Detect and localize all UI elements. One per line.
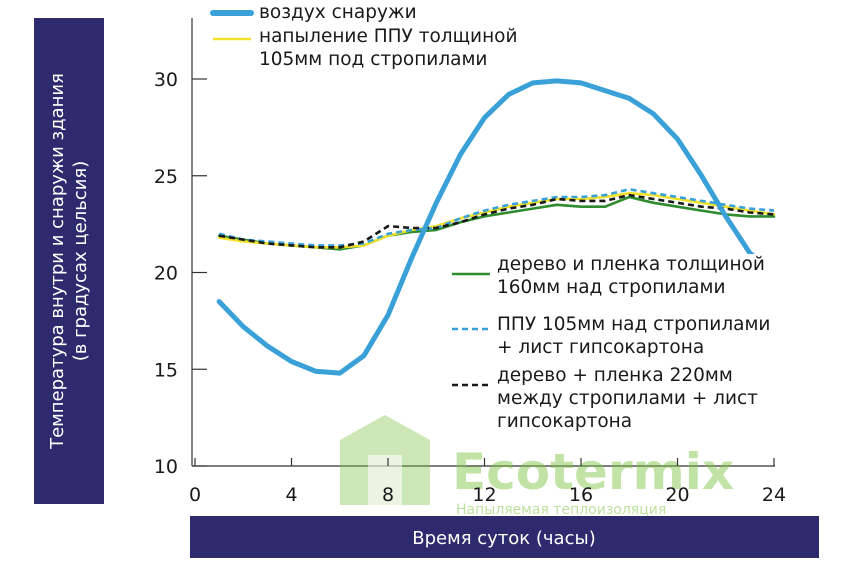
legend-label-ppu-under: 105мм под стропилами	[259, 49, 487, 70]
x-tick-label: 0	[189, 484, 201, 506]
legend-label-ppu-over: + лист гипсокартона	[497, 337, 704, 358]
watermark-tagline: Напыляемая теплоизоляция	[456, 502, 666, 518]
series-line-3	[218, 188, 775, 247]
ecotermix-watermark: Ecotermix Напыляемая теплоизоляция	[340, 415, 734, 518]
legend-label-wood-220: дерево + пленка 220мм	[497, 365, 733, 386]
y-axis-title-line1: Температура внутри и снаружи здания	[47, 73, 68, 450]
legend-label-wood-160: 160мм над стропилами	[497, 277, 725, 298]
y-tick-label: 15	[154, 359, 178, 381]
x-axis-title: Время суток (часы)	[412, 528, 595, 549]
legend-label-wood-220: между стропилами + лист	[497, 388, 758, 409]
legend-label-ppu-over: ППУ 105мм над стропилами	[497, 314, 770, 335]
series-line-4	[218, 193, 775, 249]
y-tick-label: 20	[154, 263, 178, 285]
legend-label-wood-220: гипсокартона	[497, 411, 632, 432]
x-axis-label-panel	[190, 516, 819, 558]
x-tick-label: 8	[382, 484, 394, 506]
y-axis-label-panel	[34, 18, 104, 504]
x-tick-label: 24	[762, 484, 786, 506]
watermark-brand: Ecotermix	[452, 443, 734, 501]
legend-top-background	[206, 0, 578, 74]
y-tick-label: 25	[154, 166, 178, 188]
legend-label-outside-air: воздух снаружи	[259, 2, 417, 23]
series-line-0	[216, 78, 777, 376]
x-tick-label: 12	[472, 484, 496, 506]
house-logo-door	[368, 455, 402, 505]
series-line-1	[217, 191, 776, 249]
y-axis-title-line2: (в градусах цельсия)	[70, 161, 91, 362]
legend-label-wood-160: дерево и пленка толщиной	[497, 254, 765, 275]
y-tick-label: 30	[154, 69, 178, 91]
legend-label-ppu-under: напыление ППУ толщиной	[259, 26, 518, 47]
x-tick-label: 16	[569, 484, 593, 506]
x-tick-label: 4	[285, 484, 297, 506]
legend-right-background	[446, 254, 814, 430]
y-tick-label: 10	[154, 456, 178, 478]
x-tick-label: 20	[665, 484, 689, 506]
